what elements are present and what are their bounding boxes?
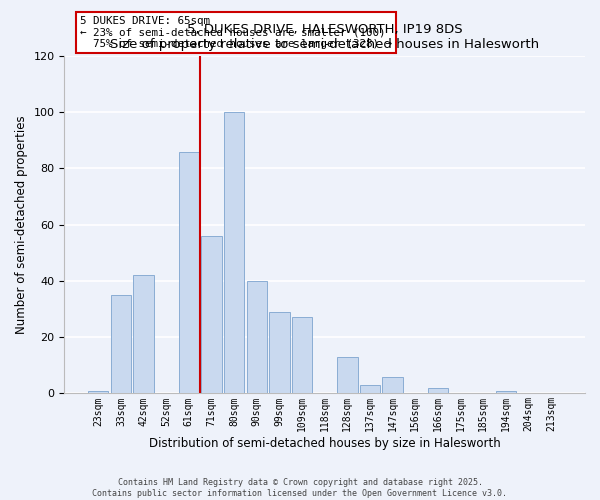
Bar <box>496 390 516 394</box>
Bar <box>201 236 221 394</box>
Text: Contains HM Land Registry data © Crown copyright and database right 2025.
Contai: Contains HM Land Registry data © Crown c… <box>92 478 508 498</box>
Bar <box>382 376 403 394</box>
Bar <box>111 295 131 394</box>
Bar <box>179 152 199 394</box>
Bar <box>360 385 380 394</box>
X-axis label: Distribution of semi-detached houses by size in Halesworth: Distribution of semi-detached houses by … <box>149 437 500 450</box>
Bar <box>133 276 154 394</box>
Bar <box>428 388 448 394</box>
Bar <box>88 390 109 394</box>
Bar <box>292 318 312 394</box>
Bar <box>269 312 290 394</box>
Text: 5 DUKES DRIVE: 65sqm
← 23% of semi-detached houses are smaller (100)
  75% of se: 5 DUKES DRIVE: 65sqm ← 23% of semi-detac… <box>80 16 392 49</box>
Title: 5, DUKES DRIVE, HALESWORTH, IP19 8DS
Size of property relative to semi-detached : 5, DUKES DRIVE, HALESWORTH, IP19 8DS Siz… <box>110 22 539 50</box>
Bar <box>337 357 358 394</box>
Y-axis label: Number of semi-detached properties: Number of semi-detached properties <box>15 116 28 334</box>
Bar <box>224 112 244 394</box>
Bar <box>247 281 267 394</box>
